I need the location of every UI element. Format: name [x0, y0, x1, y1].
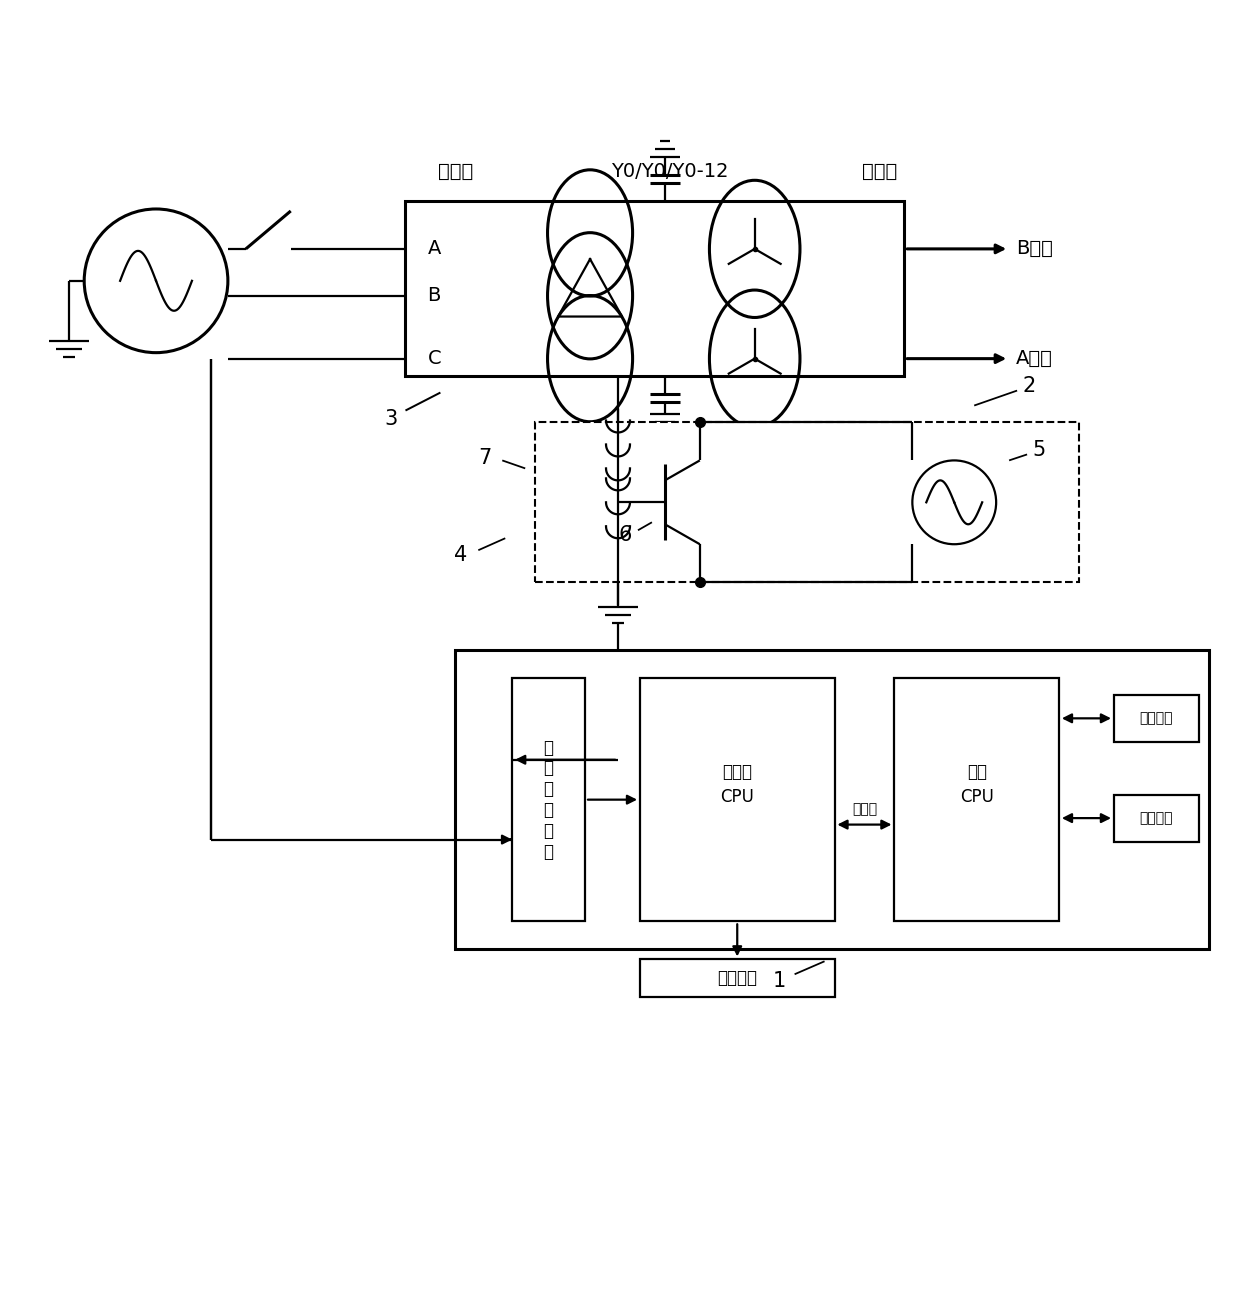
Bar: [894, 679, 1059, 921]
Text: 3: 3: [384, 409, 397, 428]
Text: B分支: B分支: [1016, 240, 1053, 258]
Bar: [512, 679, 585, 921]
Text: C: C: [428, 350, 441, 368]
Bar: [640, 679, 835, 921]
Bar: [640, 960, 835, 997]
Bar: [1114, 695, 1199, 742]
Text: 4: 4: [454, 546, 467, 565]
Circle shape: [913, 461, 996, 544]
Bar: [1114, 795, 1199, 841]
Bar: [405, 201, 904, 375]
Text: 5: 5: [1033, 440, 1045, 461]
Text: 7: 7: [479, 449, 492, 468]
Text: 6: 6: [619, 525, 631, 546]
Text: 低压侧: 低压侧: [862, 161, 897, 181]
Text: 主处理
CPU: 主处理 CPU: [720, 764, 754, 806]
Text: 通讯接口: 通讯接口: [1140, 811, 1173, 826]
Text: A分支: A分支: [1016, 350, 1053, 368]
Text: 接口
CPU: 接口 CPU: [960, 764, 993, 806]
Text: 开出单元: 开出单元: [717, 969, 758, 987]
Text: A: A: [428, 240, 440, 258]
Bar: [536, 423, 1079, 582]
Text: 2: 2: [1023, 375, 1035, 396]
Text: 1: 1: [773, 971, 786, 991]
Bar: [455, 650, 1209, 949]
Text: 以太网: 以太网: [852, 802, 877, 817]
Text: Y0/Y0/Y0-12: Y0/Y0/Y0-12: [611, 161, 729, 181]
Text: 人机接口: 人机接口: [1140, 711, 1173, 725]
Text: 高压侧: 高压侧: [438, 161, 472, 181]
Text: 数
据
接
收
单
元: 数 据 接 收 单 元: [543, 739, 554, 860]
Circle shape: [84, 209, 228, 352]
Text: B: B: [428, 286, 440, 306]
